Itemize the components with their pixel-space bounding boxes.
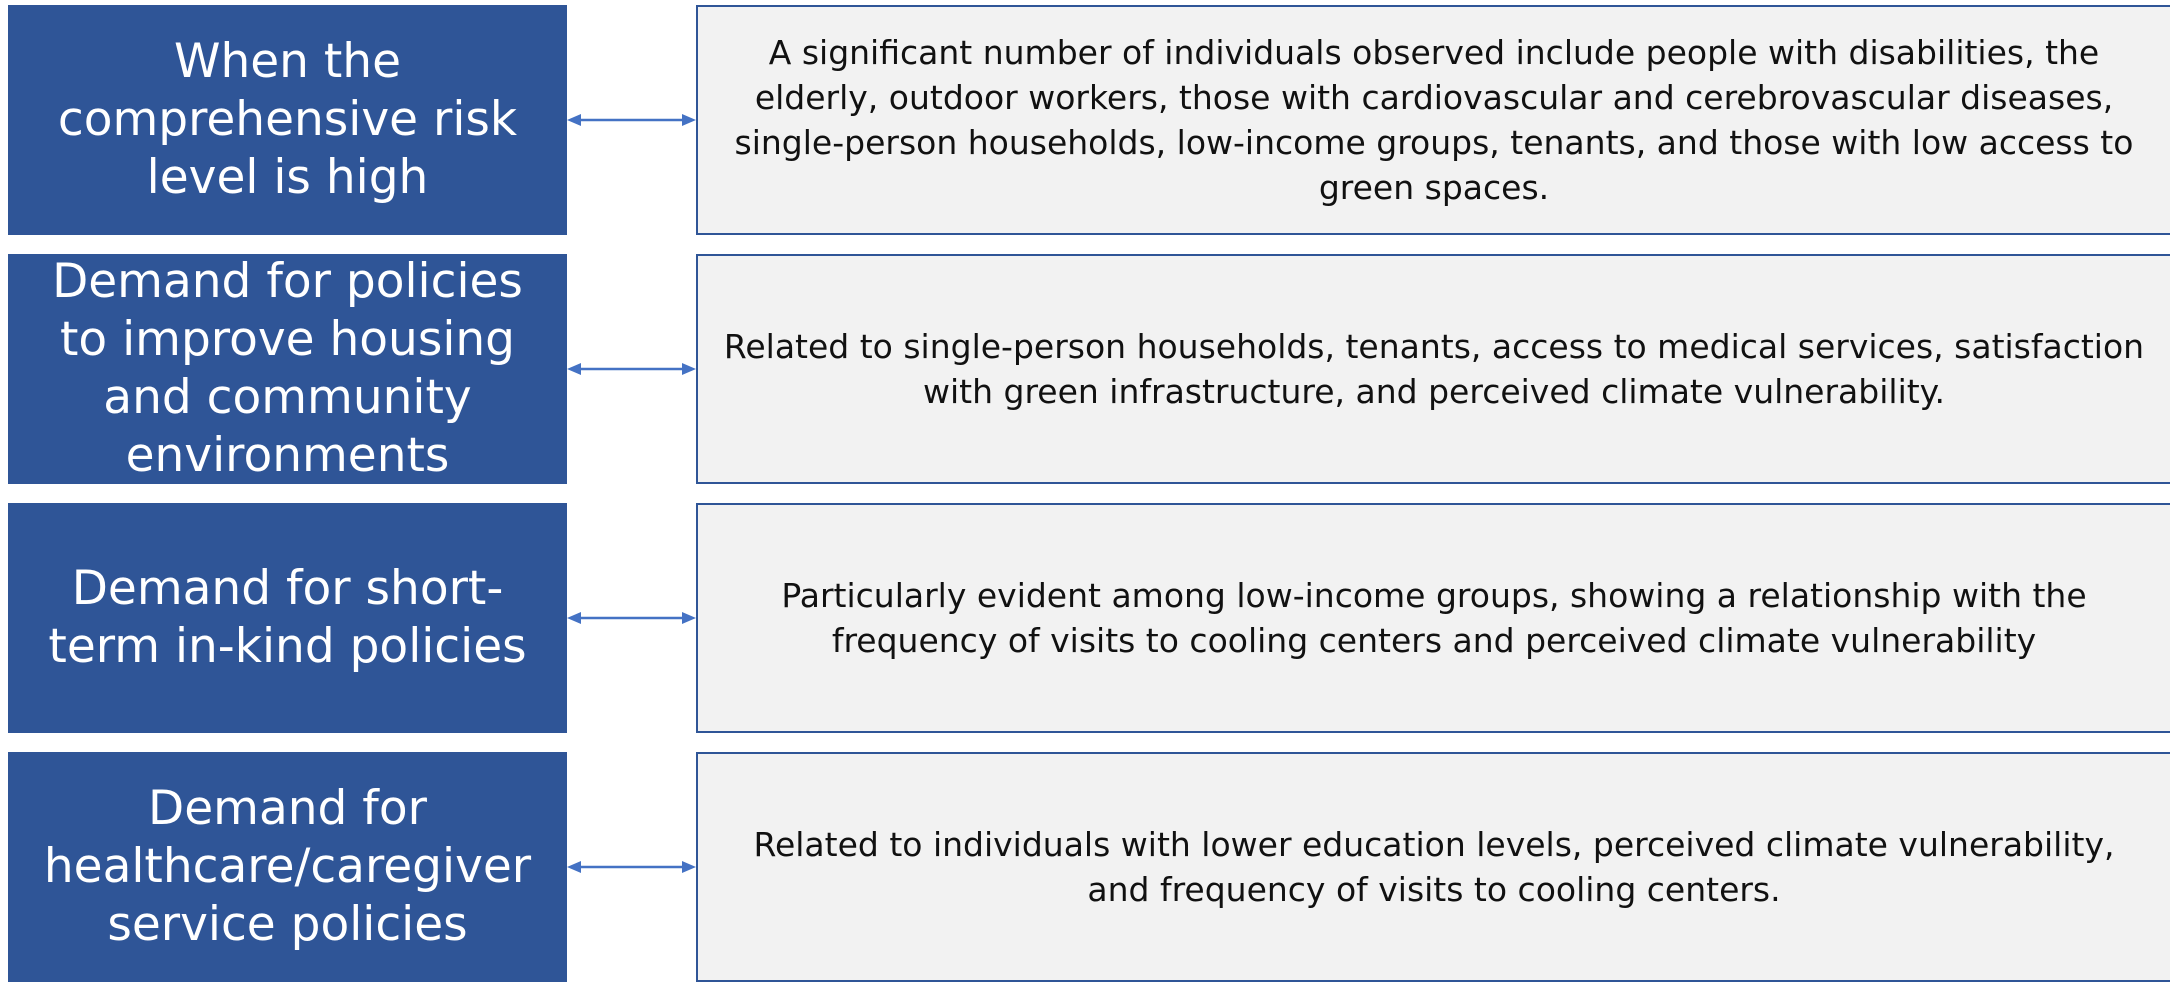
double-arrow xyxy=(567,861,696,873)
double-arrow xyxy=(567,363,696,375)
row-description: Particularly evident among low-income gr… xyxy=(696,503,2170,733)
row-label: Demand for policies to improve housing a… xyxy=(8,254,567,484)
row-description: Related to single-person households, ten… xyxy=(696,254,2170,484)
double-arrow xyxy=(567,612,696,624)
row-label: Demand for healthcare/caregiver service … xyxy=(8,752,567,982)
row-description: Related to individuals with lower educat… xyxy=(696,752,2170,982)
row-label: When the comprehensive risk level is hig… xyxy=(8,5,567,235)
double-arrow xyxy=(567,114,696,126)
row-label: Demand for short-term in-kind policies xyxy=(8,503,567,733)
row-description: A significant number of individuals obse… xyxy=(696,5,2170,235)
